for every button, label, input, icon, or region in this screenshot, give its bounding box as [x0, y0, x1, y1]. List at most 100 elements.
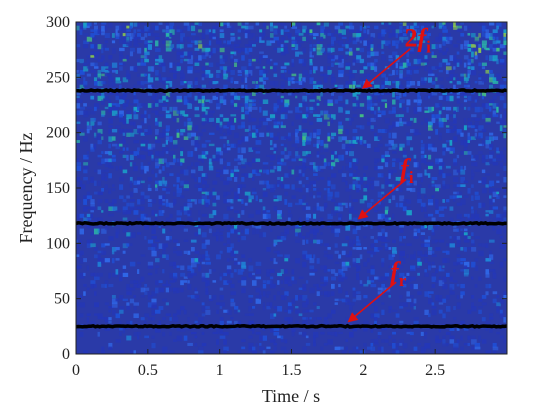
noise-cell: [198, 158, 203, 161]
noise-cell: [137, 217, 142, 223]
noise-cell: [287, 202, 293, 207]
noise-cell: [165, 110, 170, 114]
noise-cell: [172, 158, 176, 163]
noise-cell: [327, 47, 333, 53]
noise-cell: [313, 239, 317, 244]
noise-cell: [262, 306, 266, 311]
x-tick-label: 1: [216, 362, 224, 379]
noise-cell: [406, 328, 411, 333]
noise-cell: [399, 224, 405, 228]
noise-cell: [499, 51, 503, 56]
noise-cell: [442, 342, 448, 347]
noise-cell: [187, 55, 191, 60]
noise-cell: [79, 184, 86, 190]
noise-cell: [93, 283, 97, 288]
noise-cell: [485, 328, 488, 331]
noise-cell: [377, 158, 382, 162]
noise-cell: [147, 265, 154, 269]
noise-cell: [384, 143, 391, 147]
noise-cell: [269, 228, 273, 232]
noise-cell: [223, 213, 229, 220]
noise-cell: [442, 40, 446, 46]
noise-cell: [241, 77, 244, 83]
noise-cell: [460, 199, 466, 205]
noise-cell: [442, 276, 447, 283]
noise-cell: [331, 36, 336, 41]
noise-cell: [313, 36, 316, 40]
noise-cell: [259, 77, 264, 82]
noise-cell: [348, 25, 355, 32]
noise-cell: [496, 306, 500, 312]
noise-cell: [402, 276, 407, 281]
noise-cell: [320, 36, 324, 42]
noise-cell: [467, 121, 473, 126]
noise-cell: [151, 306, 157, 309]
noise-cell: [287, 283, 292, 287]
noise-cell: [331, 55, 336, 60]
noise-cell: [399, 84, 404, 89]
noise-cell: [399, 29, 403, 34]
noise-cell: [381, 287, 387, 292]
noise-cell: [352, 291, 358, 298]
noise-cell: [126, 243, 130, 247]
noise-cell: [129, 184, 133, 189]
noise-cell: [234, 132, 239, 139]
noise-cell: [237, 261, 241, 265]
noise-cell: [255, 132, 261, 137]
noise-cell: [456, 99, 460, 104]
noise-cell: [86, 58, 90, 65]
noise-cell: [280, 280, 284, 284]
noise-cell: [341, 265, 348, 271]
noise-cell: [230, 258, 235, 261]
noise-cell: [392, 99, 396, 105]
noise-cell: [126, 40, 132, 47]
noise-cell: [370, 176, 375, 180]
noise-cell: [374, 62, 378, 68]
noise-cell: [108, 173, 112, 179]
noise-cell: [137, 22, 140, 28]
noise-cell: [273, 136, 279, 140]
noise-cell: [97, 250, 104, 254]
noise-cell: [137, 128, 143, 134]
noise-cell: [269, 280, 274, 286]
noise-cell: [388, 132, 392, 139]
noise-cell: [327, 103, 334, 106]
noise-cell: [104, 47, 109, 51]
noise-cell: [158, 73, 161, 80]
noise-cell: [90, 199, 95, 204]
noise-cell: [205, 117, 211, 124]
noise-cell: [370, 33, 376, 38]
noise-cell: [108, 106, 114, 113]
noise-cell: [442, 36, 448, 42]
noise-cell: [435, 66, 441, 69]
noise-cell: [449, 328, 455, 331]
noise-cell: [348, 73, 355, 79]
noise-cell: [266, 154, 272, 158]
noise-cell: [345, 346, 348, 351]
noise-cell: [86, 25, 90, 28]
noise-cell: [413, 232, 418, 237]
noise-cell: [460, 140, 466, 146]
noise-cell: [201, 232, 207, 238]
noise-cell: [144, 169, 147, 174]
noise-cell: [381, 51, 385, 54]
noise-cell: [176, 250, 183, 256]
noise-cell: [427, 202, 434, 206]
noise-cell: [384, 247, 389, 251]
noise-cell: [115, 269, 119, 275]
noise-cell: [478, 47, 482, 53]
noise-cell: [460, 217, 466, 222]
noise-cell: [438, 132, 442, 136]
noise-cell: [445, 294, 450, 300]
noise-cell: [172, 202, 176, 206]
noise-cell: [133, 66, 138, 72]
noise-cell: [244, 51, 250, 55]
x-tick-label: 0: [72, 362, 80, 379]
noise-cell: [251, 169, 258, 174]
noise-cell: [237, 350, 241, 354]
noise-cell: [144, 117, 147, 124]
noise-cell: [399, 147, 403, 151]
noise-cell: [244, 110, 250, 115]
noise-cell: [316, 117, 323, 122]
noise-cell: [399, 103, 402, 108]
